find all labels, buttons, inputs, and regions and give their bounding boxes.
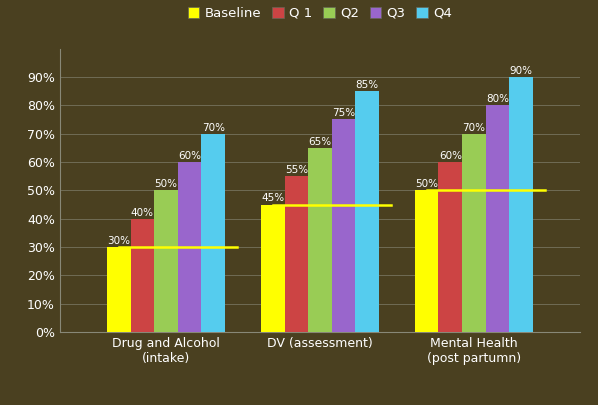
Bar	[202, 134, 225, 332]
Text: 50%: 50%	[154, 179, 178, 189]
Text: 85%: 85%	[356, 80, 379, 90]
Bar	[178, 162, 202, 332]
Bar	[130, 219, 154, 332]
Bar	[355, 91, 379, 332]
Text: 60%: 60%	[439, 151, 462, 161]
Text: 90%: 90%	[509, 66, 533, 76]
Text: 30%: 30%	[107, 236, 130, 246]
Bar	[509, 77, 533, 332]
Bar	[154, 190, 178, 332]
Text: 70%: 70%	[202, 123, 225, 132]
Bar	[486, 105, 509, 332]
Text: 65%: 65%	[309, 137, 331, 147]
Bar	[332, 119, 355, 332]
Bar	[438, 162, 462, 332]
Text: 75%: 75%	[332, 109, 355, 118]
Text: 45%: 45%	[261, 194, 284, 203]
Bar	[107, 247, 130, 332]
Text: 80%: 80%	[486, 94, 509, 104]
Text: 60%: 60%	[178, 151, 201, 161]
Text: 55%: 55%	[285, 165, 308, 175]
Bar	[308, 148, 332, 332]
Text: 40%: 40%	[131, 208, 154, 217]
Legend: Baseline, Q 1, Q2, Q3, Q4: Baseline, Q 1, Q2, Q3, Q4	[185, 4, 455, 22]
Text: 50%: 50%	[415, 179, 438, 189]
Bar	[462, 134, 486, 332]
Bar	[261, 205, 285, 332]
Bar	[285, 176, 308, 332]
Bar	[415, 190, 438, 332]
Text: 70%: 70%	[462, 123, 486, 132]
